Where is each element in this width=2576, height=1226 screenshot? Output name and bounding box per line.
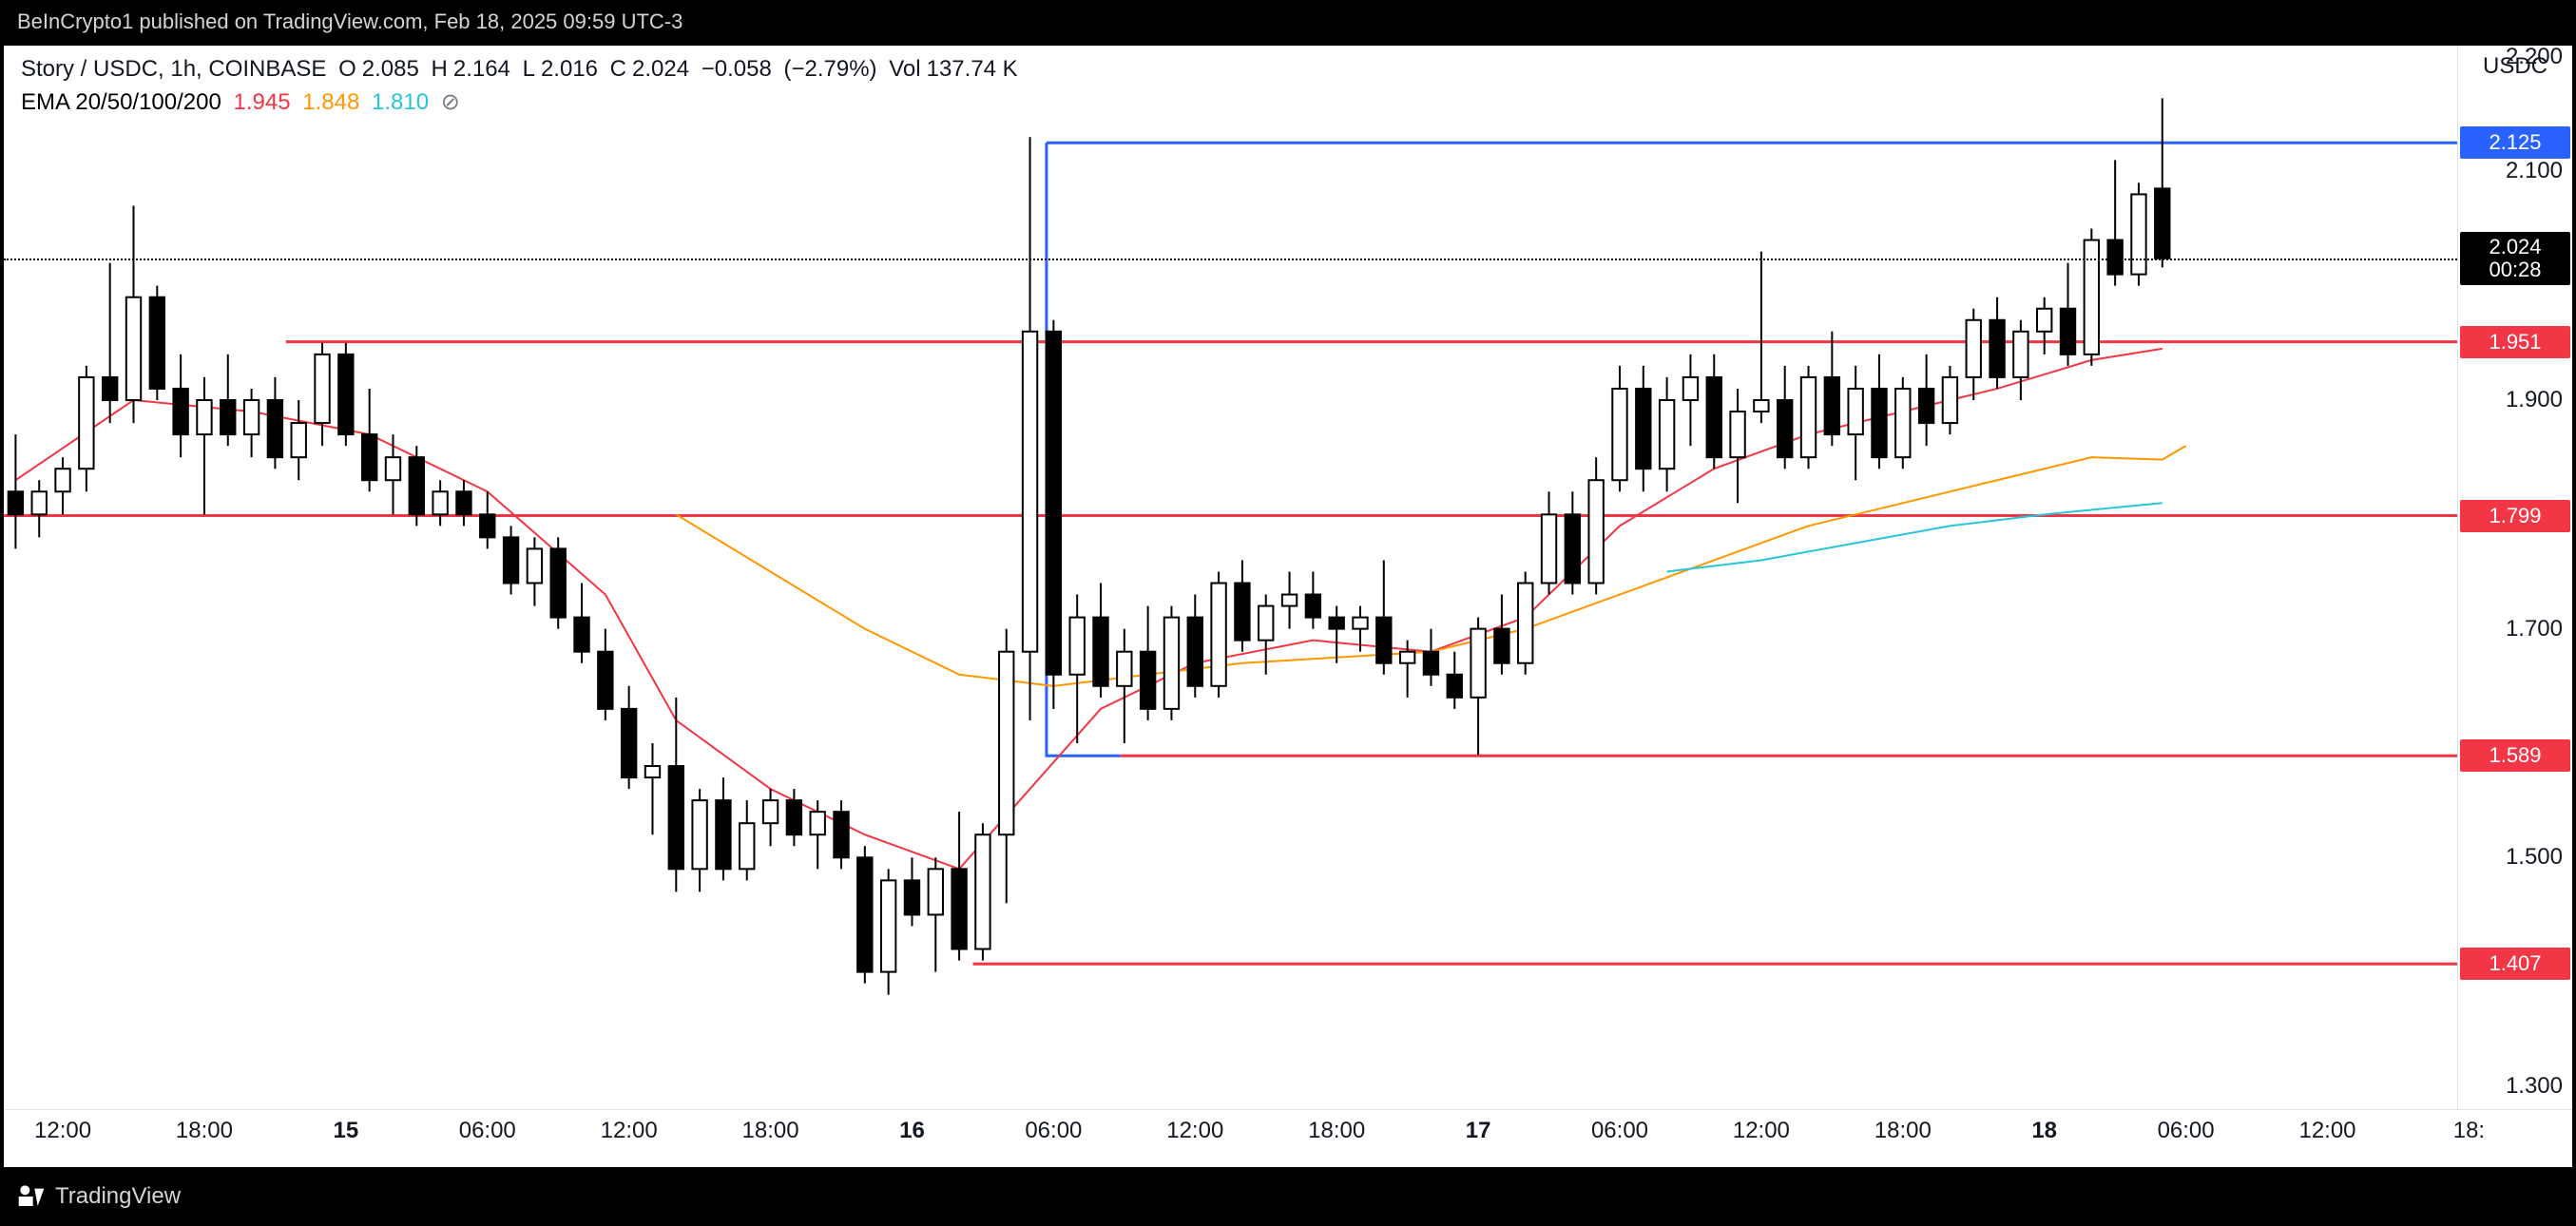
price-level-tag: 1.951	[2460, 326, 2570, 358]
x-tick: 18	[2031, 1118, 2057, 1144]
ema-line: EMA 20/50/100/200 1.945 1.848 1.810 ⊘	[21, 86, 1024, 120]
current-price-line	[4, 259, 2457, 260]
tradingview-icon	[17, 1182, 46, 1211]
price-level-tag: 1.589	[2460, 739, 2570, 772]
x-tick: 18:00	[1874, 1118, 1932, 1144]
l-val: 2.016	[541, 56, 598, 82]
y-tick: 2.200	[2506, 44, 2563, 70]
x-tick: 12:00	[1166, 1118, 1223, 1144]
symbol[interactable]: Story / USDC, 1h, COINBASE	[21, 56, 326, 82]
c-label: C	[610, 56, 626, 82]
x-tick: 15	[333, 1118, 358, 1144]
ema100-val: 1.810	[372, 89, 429, 115]
chart-header: Story / USDC, 1h, COINBASE O2.085 H2.164…	[21, 53, 1024, 120]
current-price-tag: 2.02400:28	[2460, 232, 2570, 285]
x-tick: 06:00	[459, 1118, 516, 1144]
price-level-tag: 1.407	[2460, 948, 2570, 980]
x-tick: 18:00	[176, 1118, 233, 1144]
plot-area[interactable]	[4, 46, 2458, 1110]
x-tick: 06:00	[2158, 1118, 2215, 1144]
chart-container: Story / USDC, 1h, COINBASE O2.085 H2.164…	[4, 46, 2572, 1167]
ema50-val: 1.848	[302, 89, 359, 115]
y-tick: 1.900	[2506, 387, 2563, 413]
l-label: L	[523, 56, 535, 82]
y-tick: 1.700	[2506, 616, 2563, 642]
y-axis[interactable]: USDC 1.3001.5001.7001.9002.1002.2002.125…	[2458, 46, 2572, 1110]
footer: TradingView	[0, 1167, 2576, 1226]
h-label: H	[432, 56, 448, 82]
x-tick: 12:00	[601, 1118, 658, 1144]
ema200-val: ⊘	[441, 89, 460, 115]
ema20-val: 1.945	[234, 89, 291, 115]
symbol-ohlc-line: Story / USDC, 1h, COINBASE O2.085 H2.164…	[21, 53, 1024, 86]
o-val: 2.085	[362, 56, 419, 82]
x-tick: 17	[1466, 1118, 1491, 1144]
x-tick: 06:00	[1591, 1118, 1648, 1144]
ema-label: EMA 20/50/100/200	[21, 89, 221, 115]
y-tick: 1.300	[2506, 1073, 2563, 1100]
x-tick: 18:	[2453, 1118, 2485, 1144]
vol-val: 137.74 K	[927, 56, 1018, 82]
x-tick: 12:00	[1733, 1118, 1790, 1144]
c-val: 2.024	[632, 56, 689, 82]
x-tick: 12:00	[2298, 1118, 2355, 1144]
x-tick: 16	[899, 1118, 925, 1144]
x-tick: 18:00	[1308, 1118, 1365, 1144]
x-tick: 12:00	[34, 1118, 91, 1144]
attribution-text: BeInCrypto1 published on TradingView.com…	[0, 0, 2576, 44]
x-tick: 06:00	[1025, 1118, 1082, 1144]
vol-label: Vol	[889, 56, 920, 82]
y-tick: 2.100	[2506, 158, 2563, 184]
price-level-tag: 1.799	[2460, 500, 2570, 532]
x-tick: 18:00	[742, 1118, 799, 1144]
h-val: 2.164	[453, 56, 510, 82]
price-level-tag: 2.125	[2460, 126, 2570, 159]
change-abs: −0.058	[702, 56, 772, 82]
y-tick: 1.500	[2506, 844, 2563, 871]
o-label: O	[338, 56, 356, 82]
footer-brand: TradingView	[55, 1183, 181, 1210]
x-axis[interactable]: 12:00 18:00 15 06:00 12:00 18:00 16 06:00 12:00 1…	[4, 1110, 2458, 1167]
change-pct: (−2.79%)	[784, 56, 877, 82]
chart-svg	[4, 46, 2457, 1109]
